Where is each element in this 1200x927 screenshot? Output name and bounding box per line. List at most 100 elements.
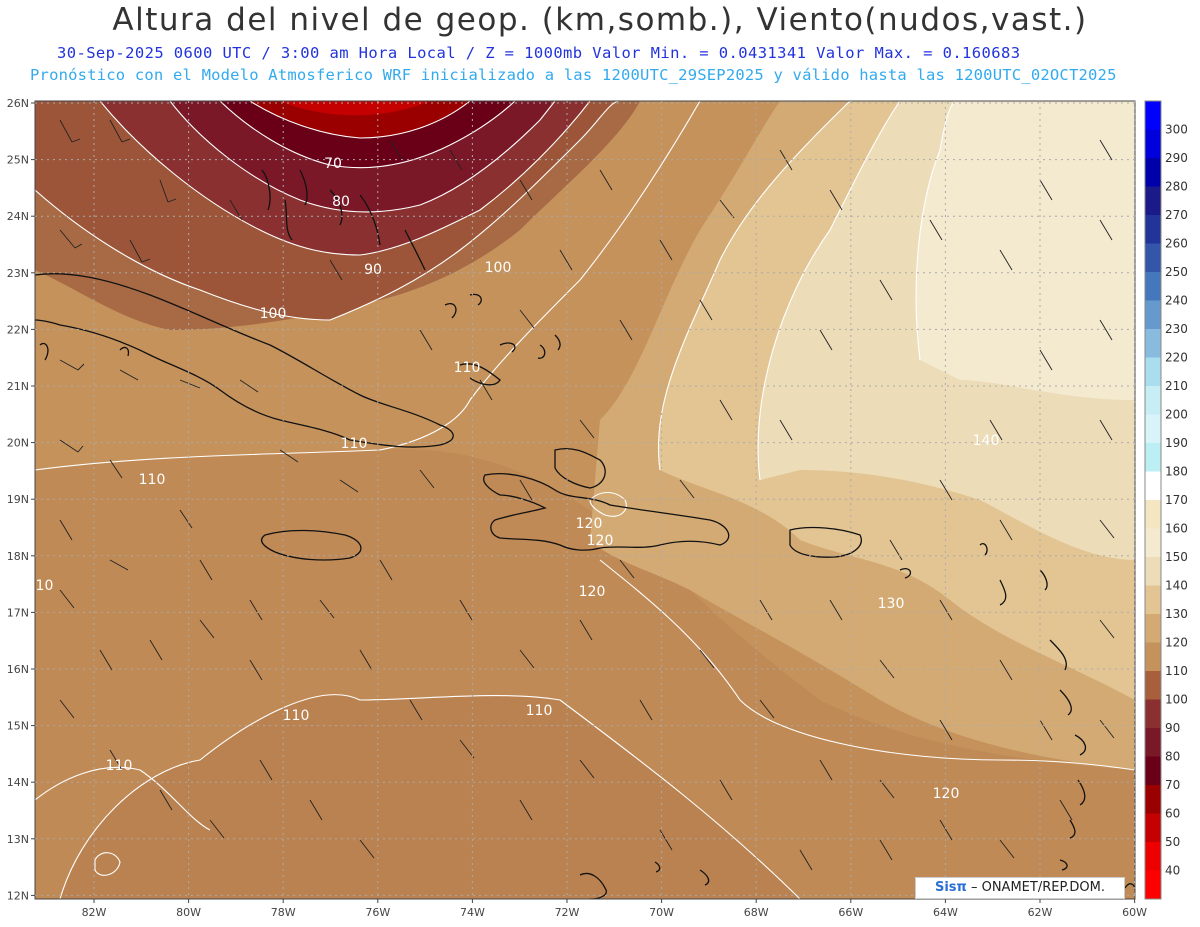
lat-label: 13N (7, 833, 29, 846)
lon-label: 74W (460, 906, 485, 919)
contour-label: 120 (576, 516, 603, 532)
lat-label: 20N (7, 437, 29, 450)
lon-label: 82W (82, 906, 107, 919)
contour-label: 110 (526, 703, 553, 719)
colorbar-label: 160 (1165, 522, 1188, 536)
geopotential-shading (35, 101, 1135, 899)
lon-label: 62W (1028, 906, 1053, 919)
lat-label: 18N (7, 550, 29, 563)
contour-label: 110 (454, 360, 481, 376)
colorbar-swatch (1145, 671, 1161, 700)
colorbar-swatch (1145, 300, 1161, 330)
valid-time-subtitle: 30-Sep-2025 0600 UTC / 3:00 am Hora Loca… (57, 44, 1021, 62)
colorbar-swatch (1145, 158, 1161, 187)
colorbar-swatch (1145, 272, 1161, 301)
colorbar-label: 90 (1165, 721, 1180, 735)
colorbar-swatch (1145, 756, 1161, 786)
colorbar-swatch (1145, 129, 1161, 159)
colorbar-label: 100 (1165, 693, 1188, 707)
colorbar-swatch (1145, 186, 1161, 216)
colorbar-label: 130 (1165, 607, 1188, 621)
colorbar-label: 300 (1165, 123, 1188, 137)
contour-label: 120 (933, 786, 960, 802)
contour-label: 120 (579, 584, 606, 600)
contour-label: 100 (260, 306, 287, 322)
map-frame (34, 100, 1136, 900)
credit-text: – ONAMET/REP.DOM. (970, 880, 1105, 895)
colorbar-swatch (1145, 471, 1161, 501)
contour-label: 140 (973, 433, 1000, 449)
colorbar-label: 290 (1165, 151, 1188, 165)
colorbar-label: 50 (1165, 835, 1180, 849)
colorbar-label: 110 (1165, 664, 1188, 678)
lon-label: 80W (176, 906, 201, 919)
colorbar-swatch (1145, 614, 1161, 643)
contour-label: 110 (27, 578, 54, 594)
contour-label: 100 (485, 260, 512, 276)
colorbar-swatch (1145, 329, 1161, 358)
colorbar-label: 210 (1165, 379, 1188, 393)
colorbar-swatch (1145, 386, 1161, 415)
lat-label: 26N (7, 97, 29, 110)
colorbar-label: 240 (1165, 294, 1188, 308)
colorbar-label: 140 (1165, 579, 1188, 593)
colorbar-swatch (1145, 500, 1161, 529)
contour-label: 80 (332, 194, 350, 210)
lon-label: 70W (649, 906, 674, 919)
lat-label: 24N (7, 210, 29, 223)
lat-lon-grid (35, 101, 1136, 899)
colorbar-swatch (1145, 414, 1161, 444)
colorbar-swatch (1145, 443, 1161, 472)
lat-label: 23N (7, 267, 29, 280)
lat-label: 16N (7, 663, 29, 676)
model-run-subtitle: Pronóstico con el Modelo Atmosferico WRF… (30, 66, 1117, 84)
wind-barbs (59, 119, 1115, 871)
contour-label: 130 (878, 596, 905, 612)
colorbar-swatch (1145, 243, 1161, 273)
colorbar-swatch (1145, 728, 1161, 757)
lat-label: 12N (7, 889, 29, 902)
colorbar-label: 40 (1165, 864, 1180, 878)
colorbar-label: 270 (1165, 208, 1188, 222)
contour-label: 110 (106, 758, 133, 774)
colorbar-label: 200 (1165, 408, 1188, 422)
lat-label: 19N (7, 493, 29, 506)
colorbar-label: 250 (1165, 265, 1188, 279)
coastlines (35, 169, 1135, 899)
lon-label: 78W (271, 906, 296, 919)
lat-label: 17N (7, 606, 29, 619)
lon-label: 76W (365, 906, 390, 919)
lon-label: 72W (555, 906, 580, 919)
contour-label: 90 (364, 262, 382, 278)
longitude-labels: 82W 80W 78W 76W 74W 72W 70W 68W 66W 64W 62W 60W (82, 899, 1147, 919)
contour-label: 70 (324, 156, 342, 172)
contour-lines (35, 101, 1135, 899)
colorbar-label: 220 (1165, 351, 1188, 365)
colorbar-label: 150 (1165, 550, 1188, 564)
colorbar-label: 180 (1165, 465, 1188, 479)
colorbar-swatch (1145, 813, 1161, 843)
colorbar-label: 120 (1165, 636, 1188, 650)
colorbar-swatch (1145, 357, 1161, 387)
lat-label: 25N (7, 154, 29, 167)
contour-label: 120 (587, 533, 614, 549)
sispi-logo: Sisπ (934, 880, 967, 895)
colorbar-label: 170 (1165, 493, 1188, 507)
colorbar-swatch (1145, 101, 1161, 130)
contour-label: 110 (283, 708, 310, 724)
latitude-labels: 26N 25N 24N 23N 22N 21N 20N 19N 18N 17N 16N 15N 14N 1… (7, 97, 35, 902)
lon-label: 64W (933, 906, 958, 919)
lon-label: 60W (1122, 906, 1147, 919)
colorbar-label: 190 (1165, 436, 1188, 450)
lon-label: 66W (838, 906, 863, 919)
credit-box: Sisπ – ONAMET/REP.DOM. (915, 877, 1125, 899)
lat-label: 15N (7, 720, 29, 733)
lat-label: 14N (7, 776, 29, 789)
colorbar-label: 260 (1165, 237, 1188, 251)
lat-label: 21N (7, 380, 29, 393)
lat-label: 22N (7, 323, 29, 336)
colorbar-swatch (1145, 585, 1161, 615)
colorbar-label: 280 (1165, 180, 1188, 194)
